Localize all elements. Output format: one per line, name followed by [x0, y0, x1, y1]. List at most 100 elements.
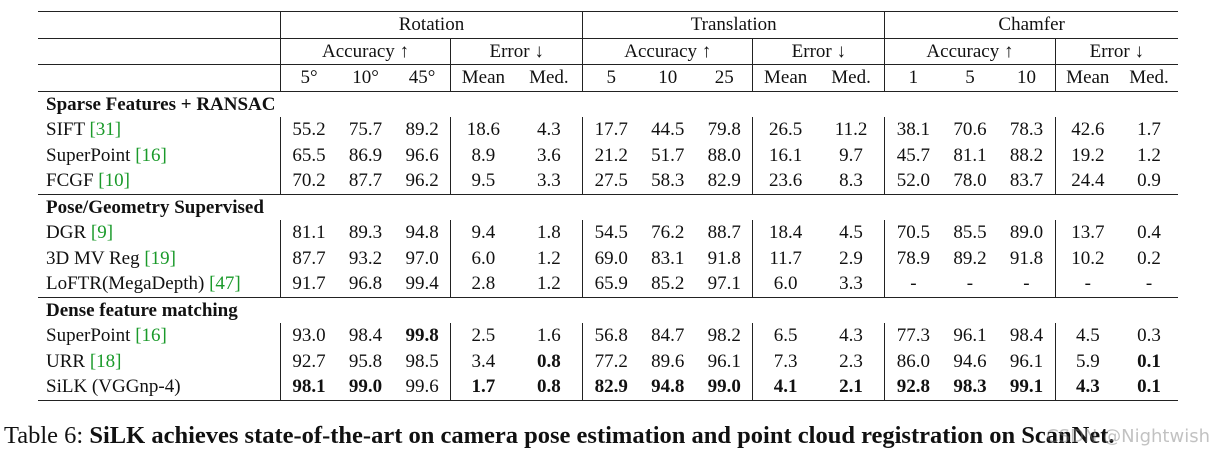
value-cell: 88.0: [707, 144, 741, 166]
value-cell: 5.9: [1054, 348, 1121, 374]
value-cell: 51.7: [651, 144, 685, 166]
group-title-chamfer: Chamfer: [884, 11, 1178, 38]
caption-bold-text: SiLK achieves state-of-the-art on camera…: [89, 422, 1115, 449]
method-name: URR: [46, 350, 86, 372]
method-name: 3D MV Reg: [46, 247, 140, 269]
value-cell: 98.2: [707, 325, 741, 347]
value-cell: 0.8: [515, 374, 583, 401]
value-cell: 89.3: [348, 222, 383, 244]
value-cell: 58.3: [651, 170, 685, 192]
value-cell: 98.1: [279, 374, 338, 401]
value-cell: 75.7: [348, 119, 383, 141]
value-cell: 16.1: [752, 142, 818, 168]
method-cell: SuperPoint [16]: [38, 143, 280, 169]
value-cell: 9.5: [450, 168, 516, 194]
value-cell: 76.2: [651, 222, 685, 244]
value-cell: 65.9: [582, 271, 640, 297]
value-cell: 77.2: [582, 348, 640, 374]
value-cell: 19.2: [1054, 142, 1121, 168]
column-header: 10°: [337, 64, 394, 91]
value-cell: 70.5: [884, 220, 942, 246]
value-cell: 2.1: [817, 374, 885, 401]
value-cell: 10.2: [1054, 245, 1121, 271]
table-row: SuperPoint [16] 65.5 86.9 96.6 8.9 3.6 21.2 51.…: [38, 142, 1178, 169]
column-header: Med.: [817, 64, 885, 91]
value-cell: 24.4: [1054, 168, 1121, 194]
value-cell: 96.1: [1009, 350, 1044, 372]
column-header: 25: [696, 64, 753, 91]
value-cell: 92.8: [884, 374, 942, 401]
column-header: 10: [998, 64, 1056, 91]
value-cell: 86.0: [884, 348, 942, 374]
column-header: 1: [884, 64, 942, 91]
value-cell: 85.2: [651, 273, 685, 295]
value-cell: 3.4: [450, 348, 516, 374]
value-cell: 11.7: [752, 245, 818, 271]
value-cell: 78.3: [1009, 119, 1044, 141]
value-cell: 87.7: [348, 170, 383, 192]
value-cell: 89.6: [651, 350, 685, 372]
value-cell: 17.7: [582, 117, 640, 143]
value-cell: 98.3: [941, 374, 999, 401]
value-cell: 3.6: [536, 144, 561, 166]
citation-ref: [9]: [90, 222, 114, 244]
value-cell: 4.1: [752, 374, 818, 401]
table-row: LoFTR(MegaDepth) [47] 91.7 96.8 99.4 2.8 1.2 6…: [38, 271, 1178, 297]
method-name: LoFTR(MegaDepth): [46, 273, 205, 295]
subgroup-accuracy: Accuracy ↑: [279, 37, 451, 65]
value-cell: 56.8: [582, 323, 640, 349]
table-body: Sparse Features + RANSAC SIFT [31] 55.2 75.…: [38, 90, 1178, 401]
column-header: Med.: [1120, 64, 1178, 91]
value-cell: 81.1: [279, 220, 338, 246]
column-header: 5: [941, 64, 999, 91]
value-cell: 99.8: [405, 325, 439, 347]
table-row: DGR [9] 81.1 89.3 94.8 9.4 1.8 54.5 76.2 88.7 18.…: [38, 220, 1178, 246]
value-cell: 6.0: [450, 245, 516, 271]
value-cell: 96.6: [405, 144, 439, 166]
value-cell: 27.5: [582, 168, 640, 194]
value-cell: 1.6: [536, 325, 561, 347]
value-cell: 2.9: [839, 247, 863, 269]
value-cell: 42.6: [1054, 117, 1121, 143]
value-cell: 9.7: [839, 144, 863, 166]
subgroup-accuracy: Accuracy ↑: [582, 37, 753, 65]
value-cell: 70.2: [279, 168, 338, 194]
value-cell: 82.9: [707, 170, 741, 192]
header-row-groups: Rotation Translation Chamfer: [38, 11, 1178, 38]
value-cell: 97.1: [707, 273, 741, 295]
value-cell: 91.8: [1009, 247, 1044, 269]
section-header-row: Dense feature matching: [38, 296, 1178, 323]
value-cell: 94.6: [953, 350, 987, 372]
column-header: 5°: [279, 64, 338, 91]
value-cell: -: [884, 271, 942, 297]
method-cell: 3D MV Reg [19]: [38, 246, 280, 272]
column-header: 5: [582, 64, 640, 91]
value-cell: 2.3: [839, 350, 863, 372]
value-cell: 18.4: [752, 220, 818, 246]
value-cell: 7.3: [752, 348, 818, 374]
value-cell: 87.7: [279, 245, 338, 271]
header-corner: [38, 64, 281, 91]
value-cell: 92.7: [279, 348, 338, 374]
value-cell: 0.4: [1137, 222, 1161, 244]
value-cell: 4.3: [536, 119, 561, 141]
value-cell: 1.2: [536, 247, 561, 269]
section-header-row: Pose/Geometry Supervised: [38, 193, 1178, 220]
method-cell: LoFTR(MegaDepth) [47]: [38, 271, 280, 297]
value-cell: 96.2: [405, 170, 439, 192]
section-title: Sparse Features + RANSAC: [38, 90, 1178, 117]
citation-ref: [16]: [135, 325, 167, 347]
value-cell: 83.1: [651, 247, 685, 269]
value-cell: 77.3: [884, 323, 942, 349]
table-row: SIFT [31] 55.2 75.7 89.2 18.6 4.3 17.7 44.5 79.8…: [38, 117, 1178, 143]
value-cell: 99.0: [337, 374, 394, 401]
value-cell: 8.9: [450, 142, 516, 168]
value-cell: 69.0: [582, 245, 640, 271]
value-cell: 79.8: [707, 119, 741, 141]
table-row: URR [18] 92.7 95.8 98.5 3.4 0.8 77.2 89.6 96.1 7.…: [38, 348, 1178, 374]
method-name: SuperPoint: [46, 325, 131, 347]
watermark: CSDN @Nightwish: [1046, 426, 1210, 447]
value-cell: 99.1: [998, 374, 1056, 401]
value-cell: 6.5: [752, 323, 818, 349]
citation-ref: [31]: [89, 119, 122, 141]
